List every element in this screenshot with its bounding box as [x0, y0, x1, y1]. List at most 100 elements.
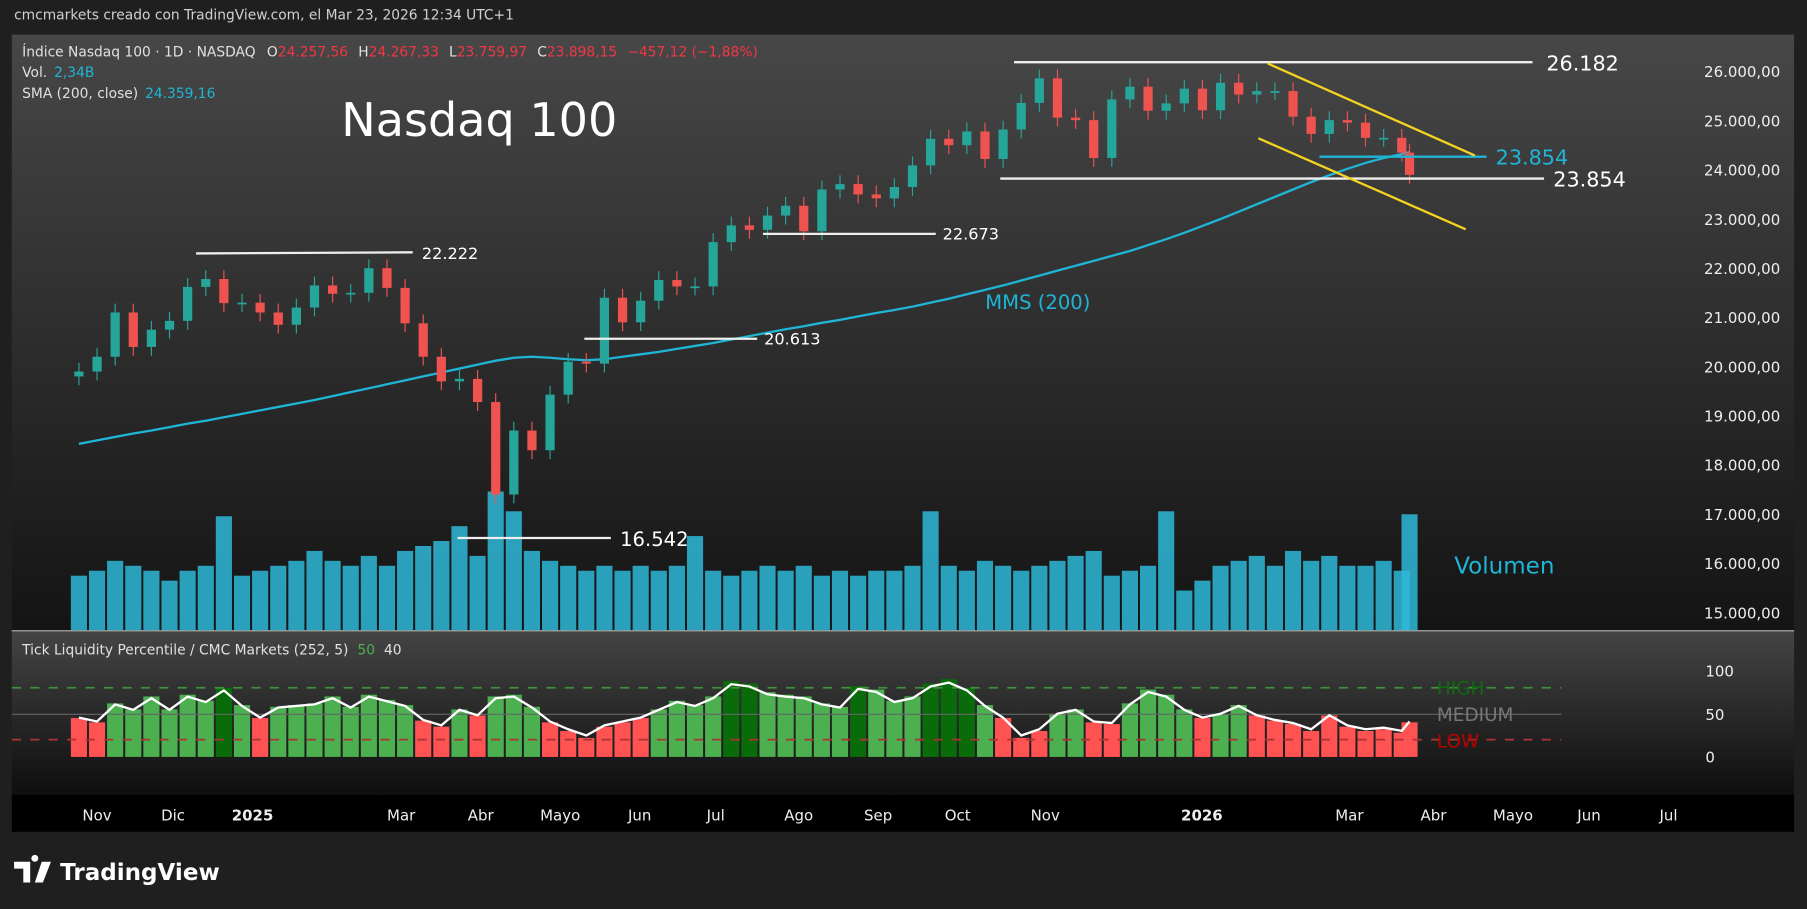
- volume-bar: [1303, 560, 1320, 631]
- candle-body: [690, 286, 700, 289]
- svg-text:SMA (200, close)24.359,16: SMA (200, close) 24.359,16: [22, 86, 215, 102]
- volume-bar: [342, 565, 359, 631]
- liquidity-bar: [1140, 689, 1157, 757]
- volume-bar: [922, 511, 939, 631]
- price-tick-label: 22.000,00: [1704, 260, 1780, 278]
- liquidity-bar: [397, 705, 414, 757]
- annotations: 26.182 23.854 23.854 22.673 22.222 20.61…: [196, 51, 1626, 580]
- candle-body: [1143, 86, 1153, 111]
- time-tick-label: Nov: [82, 806, 111, 824]
- symbol-legend[interactable]: Índice Nasdaq 100 · 1D · NASDAQ O24.257,…: [22, 42, 758, 101]
- liquidity-bar: [451, 709, 468, 757]
- liquidity-bar: [469, 715, 486, 757]
- tradingview-logo[interactable]: TradingView: [14, 854, 220, 886]
- liquidity-bar: [342, 706, 359, 757]
- liquidity-bar: [1103, 724, 1120, 757]
- candle-body: [617, 297, 628, 323]
- price-tick-label: 23.000,00: [1704, 211, 1780, 229]
- volume-bar: [179, 570, 196, 631]
- liquidity-bar: [1357, 731, 1374, 757]
- liquidity-bar: [360, 694, 377, 757]
- time-axis-labels[interactable]: Nov Dic 2025 Mar Abr Mayo Jun Jul Ago Sep Oct Nov 20…: [82, 806, 1677, 824]
- volumen-label: Volumen: [1454, 554, 1554, 580]
- title-overlay: Nasdaq 100: [341, 93, 617, 147]
- liquidity-bar: [1284, 724, 1302, 757]
- price-tick-label: 19.000,00: [1704, 408, 1780, 426]
- medium-zone-label: MEDIUM: [1437, 705, 1514, 726]
- liquidity-bar: [179, 694, 196, 757]
- price-tick-label: 16.000,00: [1704, 555, 1780, 573]
- level-line-22222[interactable]: [196, 251, 413, 255]
- main-pane: [11, 34, 1795, 631]
- level-label-26182: 26.182: [1546, 51, 1619, 75]
- candle-body: [1306, 116, 1316, 134]
- liquidity-bar: [795, 696, 812, 757]
- volume-bar: [668, 565, 685, 631]
- volume-bar: [215, 516, 232, 631]
- volume-bar: [578, 570, 595, 631]
- volume-bar: [143, 570, 160, 631]
- liquidity-line: [78, 681, 1411, 737]
- candle-body: [581, 361, 591, 364]
- volume-bar: [306, 550, 323, 631]
- time-tick-label: Ago: [784, 806, 813, 824]
- liquidity-bar: [1085, 722, 1102, 757]
- liquidity-bar: [1158, 694, 1175, 757]
- liquidity-bar: [922, 683, 939, 757]
- candle-body: [962, 131, 972, 146]
- candle-body: [1397, 137, 1407, 153]
- volume-bar: [487, 491, 504, 631]
- volume-value: 2,34B: [54, 65, 94, 81]
- volume-bar: [831, 570, 849, 631]
- volume-bar: [1049, 560, 1066, 631]
- time-tick-label: Dic: [161, 806, 185, 824]
- price-tick-label: 17.000,00: [1704, 506, 1780, 524]
- volume-bar: [1266, 565, 1283, 631]
- liquidity-bar: [1248, 715, 1265, 757]
- time-tick-label: Oct: [945, 806, 971, 824]
- candle-body: [454, 378, 465, 382]
- liquidity-bar: [650, 709, 667, 757]
- liquidity-bar: [107, 703, 124, 757]
- mms-label: MMS (200): [985, 291, 1090, 314]
- candle-body: [491, 402, 501, 495]
- volume-bar: [1230, 560, 1247, 631]
- price-tick-label: 26.000,00: [1704, 63, 1780, 81]
- indicator-legend[interactable]: Tick Liquidity Percentile / CMC Markets …: [21, 642, 401, 658]
- volume-bars: [70, 491, 1418, 631]
- volume-bar: [741, 570, 758, 631]
- liquidity-bar: [904, 696, 921, 757]
- open-label: O: [267, 44, 278, 60]
- liquidity-bar: [1049, 713, 1066, 757]
- indicator-tick-0: 0: [1705, 749, 1715, 767]
- candle-body: [744, 225, 755, 230]
- volume-bar: [1321, 555, 1338, 631]
- candle-body: [509, 430, 519, 495]
- price-axis[interactable]: 26.000,00 25.000,00 24.000,00 23.000,00 22.0…: [1704, 63, 1780, 622]
- indicator-tick-50: 50: [1705, 706, 1724, 724]
- liquidity-bar: [215, 687, 232, 757]
- liquidity-bar: [578, 737, 595, 757]
- volume-bar: [886, 570, 903, 631]
- volume-bar: [1140, 565, 1157, 631]
- trendline-upper[interactable]: [1267, 62, 1476, 157]
- time-tick-label: Jul: [1658, 806, 1677, 824]
- liquidity-bar: [995, 718, 1012, 757]
- liquidity-bar: [233, 705, 251, 757]
- indicator-value-2: 40: [384, 642, 402, 658]
- candle-body: [1360, 122, 1371, 138]
- open-value: 24.257,56: [278, 44, 348, 60]
- candle-body: [328, 285, 338, 294]
- candle-body: [889, 187, 899, 199]
- time-axis: [11, 794, 1795, 832]
- volume-bar: [1067, 555, 1084, 631]
- liquidity-bar: [306, 703, 323, 757]
- liquidity-bar: [741, 683, 758, 757]
- volume-bar: [415, 545, 432, 631]
- liquidity-bar: [1176, 709, 1193, 757]
- low-zone-label: LOW: [1437, 732, 1479, 753]
- volume-bar: [270, 565, 287, 631]
- trendline-lower[interactable]: [1257, 137, 1467, 231]
- tradingview-logo-icon: [14, 854, 51, 883]
